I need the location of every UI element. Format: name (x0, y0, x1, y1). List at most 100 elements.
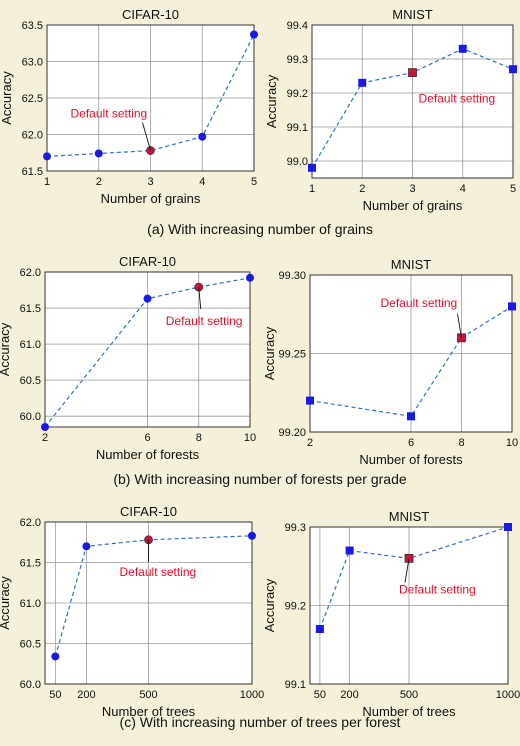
x-tick-label: 1 (309, 183, 315, 195)
y-axis-label: Accuracy (0, 576, 12, 630)
y-tick-label: 99.2 (285, 601, 306, 613)
data-point (198, 132, 207, 141)
series-line (44, 277, 251, 428)
annotation-pointer (142, 122, 151, 151)
y-tick-label: 61.5 (20, 558, 41, 570)
y-tick-label: 60.5 (20, 375, 41, 387)
plot-frame (309, 274, 513, 433)
data-point (250, 30, 258, 39)
plot-frame (46, 24, 255, 172)
caption-c: (c) With increasing number of trees per … (120, 714, 401, 730)
y-tick-label: 99.25 (278, 349, 306, 361)
data-point (458, 44, 467, 53)
x-tick-label: 4 (199, 176, 205, 188)
x-tick-label: 1000 (240, 689, 264, 701)
annotation-label: Default setting (381, 296, 458, 310)
caption-a: (a) With increasing number of grains (147, 221, 373, 237)
y-tick-label: 99.2 (287, 88, 308, 100)
x-tick-label: 50 (314, 689, 326, 701)
series-line (54, 535, 253, 657)
y-tick-label: 99.3 (287, 54, 308, 66)
y-tick-label: 62.0 (20, 267, 41, 279)
x-tick-label: 4 (460, 183, 466, 195)
data-point (82, 542, 91, 551)
data-point (246, 273, 254, 282)
y-axis-label: Accuracy (264, 74, 279, 128)
annotation-label: Default setting (120, 565, 197, 579)
y-tick-label: 61.0 (20, 598, 41, 610)
annotation-label: Default setting (419, 92, 496, 106)
x-tick-label: 3 (147, 176, 153, 188)
y-tick-label: 60.5 (20, 639, 41, 651)
y-tick-label: 62.0 (20, 517, 41, 529)
y-axis-label: Accuracy (262, 326, 277, 380)
y-tick-label: 99.3 (285, 522, 306, 534)
x-tick-label: 2 (359, 183, 365, 195)
chart-panel-4: 2 6 8 10 99.20 99.25 99.30 MNIST Number of fores… (262, 257, 518, 467)
plot-frame (44, 521, 253, 685)
y-tick-label: 60.0 (20, 411, 41, 423)
y-tick-label: 99.1 (287, 122, 308, 134)
chart-title: CIFAR-10 (119, 254, 176, 269)
x-tick-label: 500 (139, 689, 157, 701)
chart-title: CIFAR-10 (120, 504, 177, 519)
data-point (358, 78, 367, 87)
y-tick-label: 60.0 (20, 679, 41, 691)
plot-frame (309, 526, 509, 685)
x-tick-label: 10 (244, 432, 256, 444)
data-point (508, 302, 516, 311)
annotation-label: Default setting (166, 314, 243, 328)
data-point (407, 412, 415, 421)
data-point (143, 294, 152, 303)
x-axis-label: Number of grains (363, 198, 463, 213)
x-axis-label: Number of trees (362, 704, 456, 719)
chart-title: MNIST (392, 7, 433, 22)
y-axis-label: Accuracy (0, 71, 14, 125)
x-axis-label: Number of forests (359, 452, 463, 467)
chart-title: MNIST (389, 509, 430, 524)
data-point (345, 546, 354, 555)
annotation-pointer (404, 558, 410, 583)
y-tick-label: 63.0 (22, 57, 43, 69)
data-point (41, 423, 49, 431)
data-point (306, 396, 314, 405)
chart-panel-1: 1 2 3 4 5 61.5 62.0 62.5 63.0 63.5 CIFAR-10 Number … (0, 7, 258, 206)
y-axis-label: Accuracy (0, 322, 12, 376)
x-axis-label: Number of trees (102, 704, 196, 719)
x-tick-label: 2 (307, 437, 313, 449)
data-point (315, 625, 324, 634)
data-point (308, 163, 316, 172)
annotation-label: Default setting (71, 107, 148, 121)
x-tick-label: 6 (144, 432, 150, 444)
data-point (43, 152, 51, 161)
chart-panel-2: 1 2 3 4 5 99.0 99.1 99.2 99.3 99.4 MNIST Number of … (264, 7, 517, 213)
x-tick-label: 500 (400, 689, 418, 701)
y-tick-label: 99.0 (287, 156, 308, 168)
x-tick-label: 2 (96, 176, 102, 188)
x-tick-label: 5 (510, 183, 516, 195)
data-point (94, 149, 103, 158)
y-tick-label: 99.4 (287, 20, 308, 32)
y-axis-label: Accuracy (262, 578, 277, 632)
chart-panel-5: 50 200 500 1000 60.0 60.5 61.0 61.5 62.0 CIFAR-10… (0, 504, 264, 719)
x-tick-label: 6 (408, 437, 414, 449)
x-tick-label: 5 (251, 176, 257, 188)
y-tick-label: 61.5 (22, 166, 43, 178)
chart-panel-6: 50 200 500 1000 99.1 99.2 99.3 MNIST Number of t… (262, 509, 520, 719)
data-point (51, 652, 60, 661)
x-tick-label: 200 (77, 689, 95, 701)
y-tick-label: 99.30 (278, 270, 306, 282)
y-tick-label: 99.1 (285, 679, 306, 691)
series-line (309, 305, 513, 417)
x-tick-label: 2 (42, 432, 48, 444)
data-point (248, 531, 256, 540)
x-tick-label: 8 (458, 437, 464, 449)
x-axis-label: Number of grains (101, 191, 201, 206)
annotation-label: Default setting (399, 582, 476, 596)
y-tick-label: 63.5 (22, 20, 43, 32)
data-point (504, 523, 512, 531)
x-tick-label: 1 (44, 176, 50, 188)
chart-panel-3: 2 6 8 10 60.0 60.5 61.0 61.5 62.0 CIFAR-10 Number … (0, 254, 256, 462)
